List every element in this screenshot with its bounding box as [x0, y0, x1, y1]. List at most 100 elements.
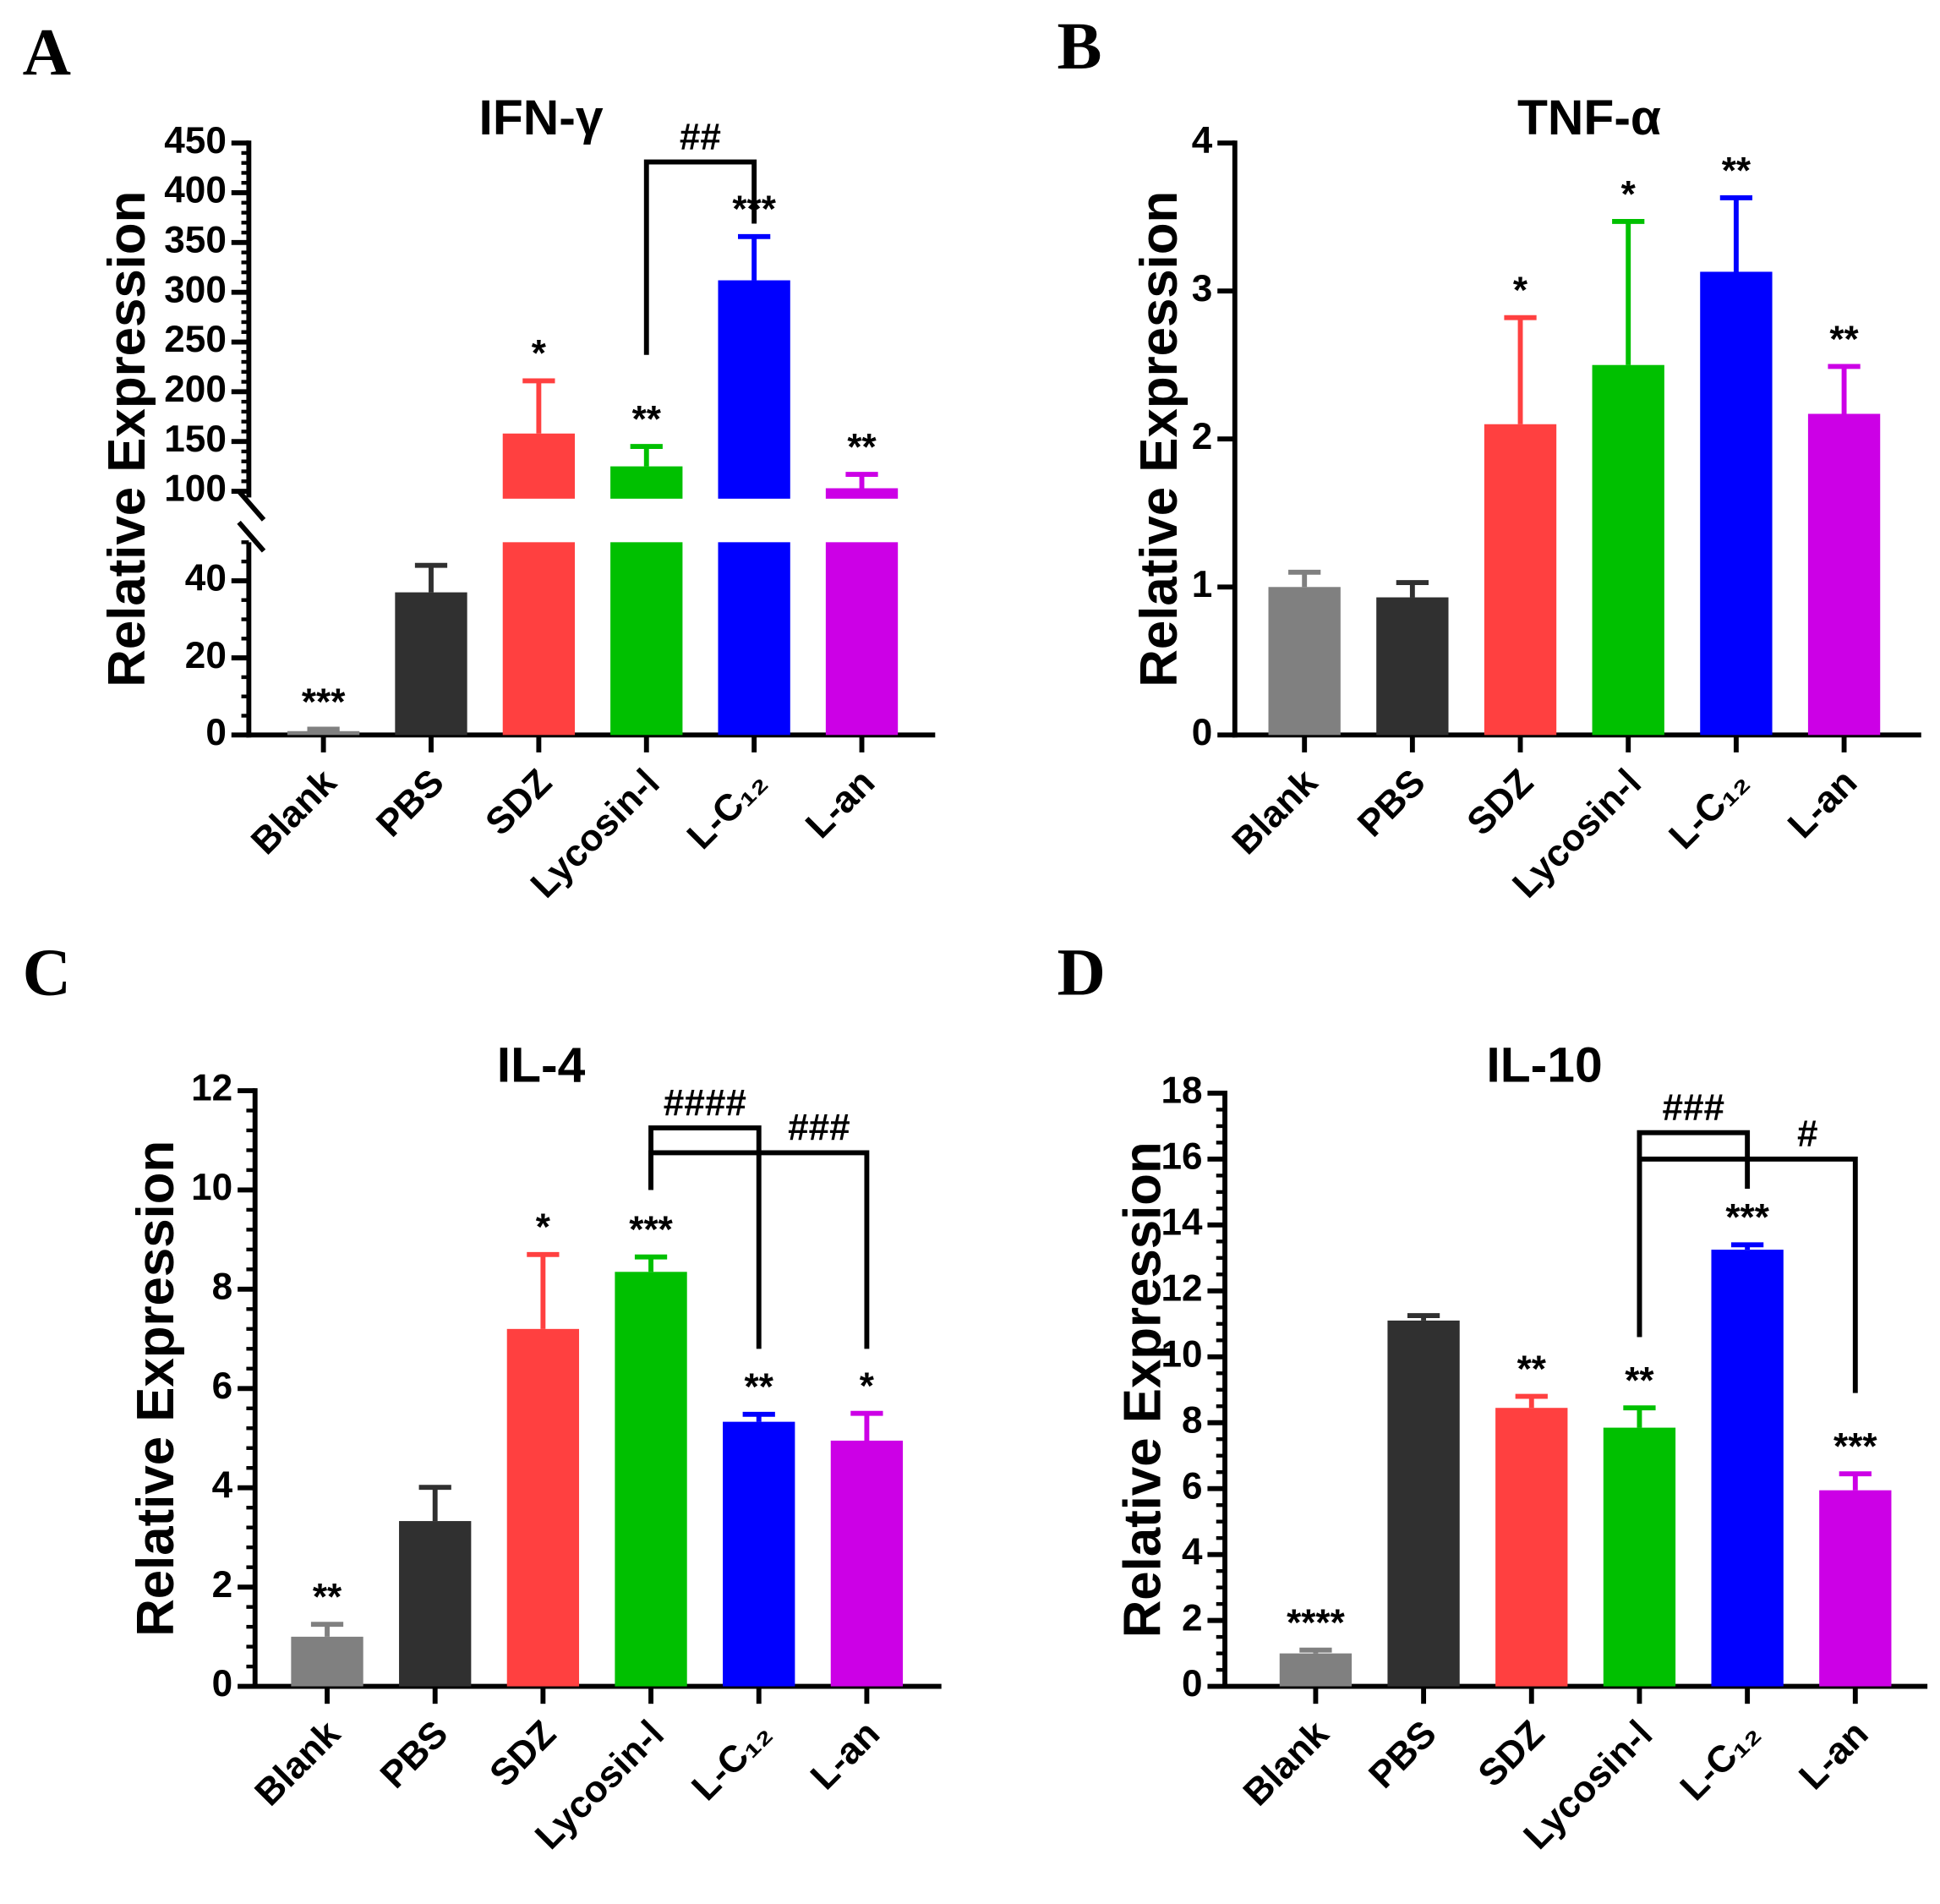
y-tick-label: 6 [1182, 1465, 1203, 1507]
significance-label: *** [1725, 1197, 1769, 1239]
significance-label: *** [302, 681, 346, 723]
bar-5 [830, 1440, 904, 1687]
axis-break-mark [237, 520, 266, 553]
chart-title: IL-4 [497, 1038, 586, 1093]
x-tick-label: L-C₁₂ [684, 1713, 779, 1808]
bar-5 [1819, 1490, 1892, 1687]
y-tick-label: 0 [1182, 1663, 1203, 1704]
y-tick-label: 150 [164, 419, 227, 460]
significance-label: *** [1833, 1426, 1877, 1468]
bar-2-lower [502, 542, 576, 736]
comparison-bracket [648, 1150, 870, 1349]
chart-title: IFN-γ [478, 90, 603, 145]
y-tick-label: 16 [1161, 1136, 1202, 1178]
y-tick-label: 8 [212, 1267, 233, 1308]
bracket-label: ### [788, 1108, 850, 1149]
y-tick-label: 8 [1182, 1399, 1203, 1441]
x-tick-label: Blank [243, 761, 345, 862]
x-tick-label: L-C₁₂ [1672, 1713, 1768, 1808]
bar-0 [1268, 587, 1341, 736]
bar-5 [825, 488, 899, 499]
bar-5 [1807, 413, 1881, 736]
x-tick-label: SDZ [482, 1713, 564, 1795]
panel-letter: B [1057, 9, 1101, 84]
bar-2 [506, 1328, 580, 1687]
panel-A: A IFN-γ Relative Expression 0 20 40 100 150 200 2… [23, 15, 936, 906]
y-tick-label: 0 [212, 1663, 233, 1704]
x-tick-label: L-C₁₂ [1661, 762, 1757, 857]
y-tick-label: 300 [164, 269, 227, 310]
y-tick-label: 12 [191, 1068, 232, 1109]
bar-0 [291, 1636, 363, 1687]
bar-4 [718, 280, 790, 499]
y-tick-label: 2 [1182, 1597, 1203, 1639]
y-tick-label: 12 [1161, 1267, 1202, 1309]
x-tick-label: SDZ [478, 762, 560, 844]
x-tick-label: Blank [1224, 761, 1325, 862]
bar-4-lower [718, 542, 790, 736]
panel-letter: D [1057, 936, 1105, 1010]
significance-label: ** [1722, 150, 1751, 191]
comparison-bracket [643, 159, 757, 355]
y-tick-label: 250 [164, 319, 227, 360]
bar-1 [1376, 597, 1449, 736]
chart-title: IL-10 [1486, 1038, 1602, 1093]
bar-1 [395, 592, 467, 736]
y-tick-label: 14 [1161, 1202, 1203, 1244]
x-tick-label: Blank [247, 1713, 348, 1814]
chart-title: TNF-α [1517, 90, 1661, 145]
bar-2 [502, 433, 576, 499]
y-axis-label: Relative Expression [98, 191, 156, 687]
bar-5-lower [825, 542, 899, 736]
x-tick-label: L-an [1780, 762, 1865, 846]
bar-0 [287, 730, 360, 736]
bar-3 [1592, 364, 1664, 736]
significance-label: ** [313, 1577, 342, 1618]
comparison-bracket [1637, 1156, 1858, 1393]
bar-3 [610, 466, 683, 499]
bar-4 [1700, 271, 1773, 736]
significance-label: ** [847, 426, 877, 468]
bracket-label: ### [1662, 1087, 1724, 1129]
y-tick-label: 200 [164, 369, 227, 410]
bar-4 [1711, 1250, 1784, 1687]
axis-break-mark [237, 490, 266, 522]
y-tick-label: 450 [164, 120, 227, 161]
y-tick-label: 400 [164, 170, 227, 211]
bracket-label: #### [664, 1082, 746, 1124]
x-tick-label: PBS [369, 762, 452, 845]
bar-3 [1603, 1427, 1676, 1687]
y-tick-label: 100 [164, 468, 227, 510]
y-tick-label: 4 [212, 1464, 233, 1506]
x-tick-label: SDZ [1470, 1713, 1552, 1795]
x-tick-label: PBS [1350, 762, 1434, 845]
bar-4 [723, 1421, 795, 1687]
y-tick-label: 350 [164, 219, 227, 260]
y-tick-label: 0 [1192, 712, 1213, 753]
x-tick-label: L-an [803, 1713, 888, 1797]
bar-1 [399, 1521, 472, 1687]
x-tick-label: PBS [373, 1713, 456, 1797]
x-tick-label: SDZ [1459, 762, 1541, 844]
bar-1 [1387, 1320, 1460, 1687]
significance-label: ** [1517, 1349, 1547, 1390]
y-axis-label: Relative Expression [127, 1141, 185, 1637]
x-tick-label: L-an [798, 762, 883, 846]
y-tick-label: 3 [1192, 268, 1213, 309]
significance-label: * [1513, 270, 1528, 311]
y-axis-label: Relative Expression [1130, 191, 1189, 687]
x-tick-label: Blank [1236, 1713, 1337, 1814]
bar-2 [1484, 424, 1557, 736]
y-tick-label: 18 [1161, 1070, 1202, 1112]
y-tick-label: 4 [1182, 1531, 1203, 1573]
significance-label: * [532, 333, 547, 375]
panel-letter: C [23, 936, 71, 1010]
bracket-label: # [1797, 1113, 1818, 1155]
bracket-label: ## [680, 117, 721, 158]
y-tick-label: 2 [1192, 416, 1213, 457]
bar-3 [615, 1272, 687, 1687]
significance-label: ** [1625, 1360, 1654, 1402]
significance-label: **** [1287, 1602, 1345, 1644]
